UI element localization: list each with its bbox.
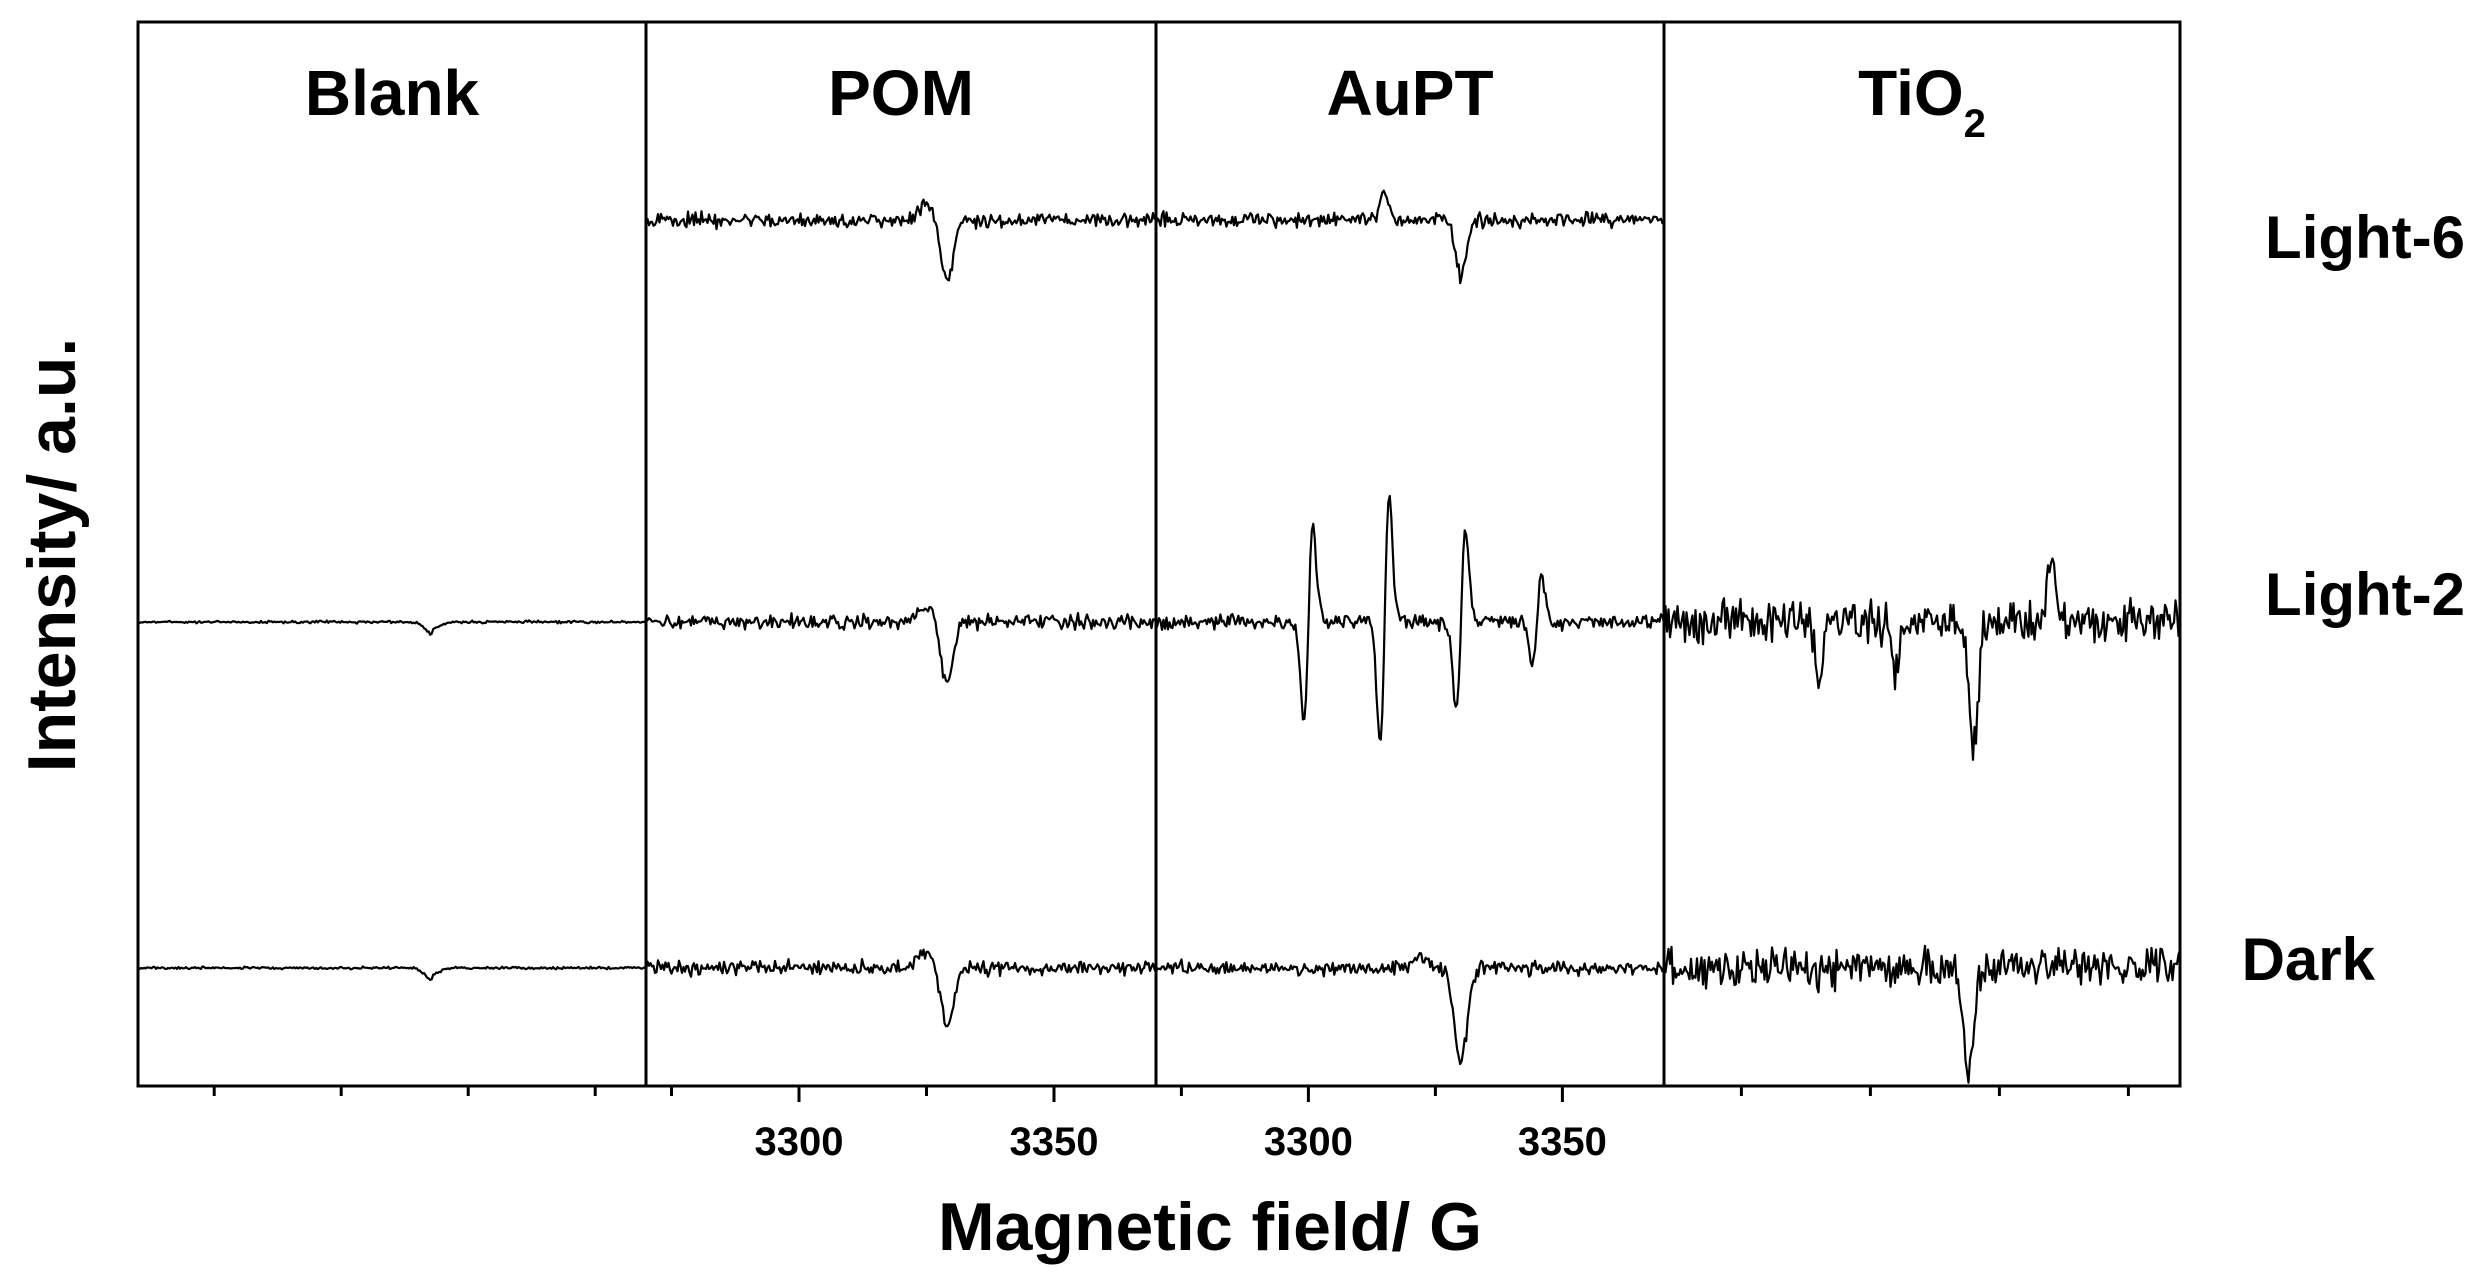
trace-light-2-aupt bbox=[1154, 494, 1666, 741]
x-tick-label: 3300 bbox=[1264, 1120, 1353, 1164]
panel-title-subscript: 2 bbox=[1964, 102, 1986, 146]
panel-title: AuPT bbox=[1326, 57, 1493, 129]
frame bbox=[136, 20, 2182, 1088]
panel-title: POM bbox=[828, 57, 974, 129]
trace-dark-blank bbox=[137, 965, 647, 982]
trace-light-6-aupt bbox=[1154, 189, 1666, 285]
trace-dark-tio bbox=[1662, 944, 2182, 1084]
panels: Blank POM 3300 3350 AuPT 3300 3350 TiO2 bbox=[212, 57, 2130, 1164]
x-tick-label: 3350 bbox=[1010, 1120, 1099, 1164]
panel-title: TiO2 bbox=[1858, 57, 1986, 146]
series-label-light2: Light-2 bbox=[2265, 561, 2465, 628]
trace-dark-aupt bbox=[1155, 951, 1665, 1066]
series-label-light6: Light-6 bbox=[2265, 204, 2465, 271]
y-axis-label: Intensity/ a.u. bbox=[14, 338, 90, 773]
x-tick-label: 3300 bbox=[755, 1120, 844, 1164]
trace-dark-pom bbox=[644, 948, 1158, 1028]
trace-light-2-pom bbox=[645, 605, 1157, 683]
x-tick-label: 3350 bbox=[1518, 1120, 1607, 1164]
series-label-dark: Dark bbox=[2242, 926, 2376, 993]
trace-light-2-blank bbox=[137, 619, 647, 636]
x-axis-label: Magnetic field/ G bbox=[938, 1189, 1482, 1265]
trace-light-2-tio bbox=[1662, 557, 2182, 761]
plot-frame bbox=[136, 20, 2182, 1088]
panel-title: Blank bbox=[305, 57, 480, 129]
traces bbox=[137, 189, 2182, 1084]
trace-light-6-pom bbox=[645, 198, 1157, 282]
